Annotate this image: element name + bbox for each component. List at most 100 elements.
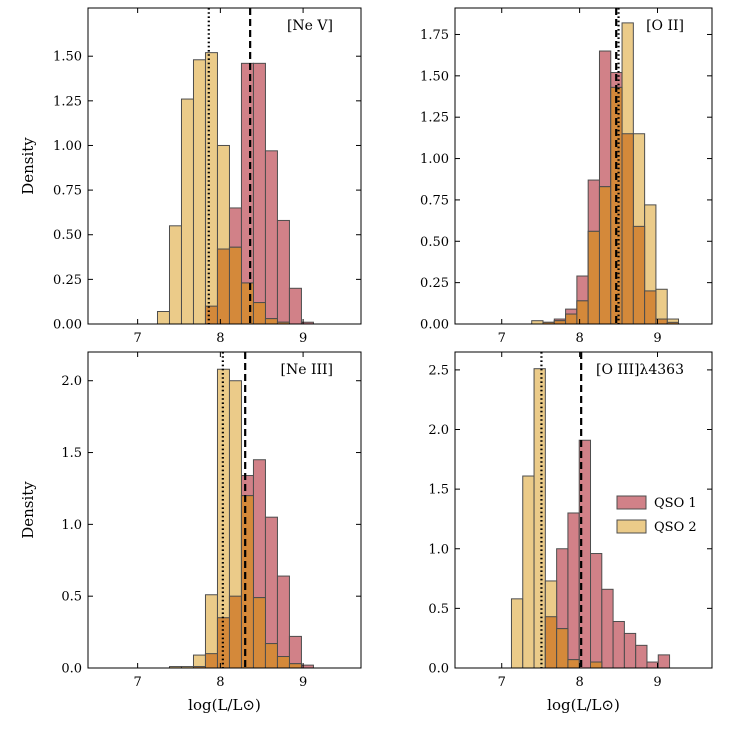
overlap-bar (644, 290, 657, 325)
overlap-bar (264, 318, 278, 325)
panel-title: [Ne III] (281, 362, 334, 378)
y-tick-label: 1.00 (53, 139, 82, 154)
qso2-bar (510, 598, 524, 669)
panel-4: 7 8 9 0.0 0.5 1.0 1.5 2.0 2.5 [O III]λ4363 log(L/L… (428, 351, 713, 714)
qso1-bar (276, 219, 290, 325)
y-tick-label: 0.5 (428, 602, 449, 617)
legend-swatch (616, 519, 647, 534)
qso1-bar (264, 150, 278, 325)
overlap-bar (632, 225, 646, 325)
qso2-bar (533, 368, 546, 669)
overlap-bar (576, 300, 589, 325)
x-tick-label: 9 (299, 331, 307, 346)
y-axis-label: Density (19, 137, 37, 195)
qso1-bar (288, 287, 302, 325)
panel-title: [O III]λ4363 (596, 362, 684, 378)
y-tick-label: 1.25 (420, 111, 449, 126)
x-tick-label: 9 (299, 675, 307, 690)
y-tick-label: 0.25 (53, 273, 82, 288)
overlap-bar (228, 595, 242, 669)
panel-1: 7 8 9 0.00 0.25 0.50 0.75 1.00 1.25 1.50 [Ne V] Den… (19, 7, 362, 346)
y-tick-label: 1.0 (428, 542, 449, 557)
qso1-bar (612, 620, 625, 669)
x-axis-label: log(L/L⊙) (188, 696, 261, 714)
qso2-bar (192, 59, 206, 325)
y-tick-label: 0.50 (53, 228, 82, 243)
x-tick-label: 7 (498, 675, 506, 690)
y-tick-label: 0.50 (420, 235, 449, 250)
overlap-bar (204, 653, 218, 669)
qso1-bar (276, 575, 290, 669)
overlap-bar (598, 186, 612, 325)
overlap-bar (565, 313, 578, 325)
overlap-bar (621, 133, 634, 325)
x-tick-label: 8 (216, 675, 224, 690)
x-tick-label: 7 (133, 675, 141, 690)
y-tick-label: 0.00 (53, 318, 82, 333)
legend: QSO 1 QSO 2 (616, 495, 697, 535)
overlap-bar (544, 616, 558, 669)
legend-label: QSO 1 (654, 496, 697, 511)
y-tick-label: 1.25 (53, 94, 82, 109)
y-axis-label: Density (19, 481, 37, 539)
overlap-bar (590, 661, 603, 669)
y-tick-label: 2.0 (61, 374, 82, 389)
panel-3: 7 8 9 0.0 0.5 1.0 1.5 2.0 [Ne III] Density log(L/L… (19, 351, 362, 714)
qso1-bar (635, 644, 648, 669)
y-tick-label: 1.0 (61, 518, 82, 533)
legend-swatch (616, 495, 647, 510)
x-tick-label: 9 (653, 331, 661, 346)
overlap-bar (252, 302, 266, 325)
qso2-bar (522, 475, 535, 669)
x-tick-label: 8 (216, 331, 224, 346)
x-tick-label: 8 (575, 675, 583, 690)
legend-label: QSO 2 (654, 520, 697, 535)
y-tick-label: 1.5 (61, 446, 82, 461)
plot-frame (454, 351, 713, 669)
overlap-bar (587, 230, 600, 325)
overlap-bar (240, 282, 254, 325)
y-tick-label: 1.5 (428, 483, 449, 498)
qso1-bar (567, 512, 580, 669)
y-tick-label: 1.75 (420, 28, 449, 43)
plot-frame (87, 351, 362, 669)
overlap-bar (567, 659, 580, 669)
y-tick-label: 0.00 (420, 318, 449, 333)
qso1-bar (657, 654, 671, 669)
qso1-bar (590, 553, 603, 669)
y-tick-label: 1.50 (53, 50, 82, 65)
panel-2: 7 8 9 0.00 0.25 0.50 0.75 1.00 1.25 1.50 1.75 [O II… (420, 7, 713, 346)
qso2-bar (156, 311, 170, 325)
y-tick-label: 0.75 (420, 193, 449, 208)
x-axis-label: log(L/L⊙) (547, 696, 620, 714)
y-tick-label: 0.0 (61, 662, 82, 677)
qso1-bar (646, 661, 659, 669)
qso1-bar (252, 62, 266, 325)
y-tick-label: 0.0 (428, 662, 449, 677)
overlap-bar (204, 305, 218, 325)
qso1-bar (601, 588, 614, 669)
x-tick-label: 8 (575, 331, 583, 346)
y-tick-label: 0.75 (53, 184, 82, 199)
overlap-bar (556, 628, 569, 669)
qso1-bar (623, 632, 637, 669)
overlap-bar (216, 248, 230, 325)
qso2-bar (168, 225, 182, 325)
plot-frame (87, 7, 362, 325)
overlap-bar (240, 495, 254, 669)
y-tick-label: 0.25 (420, 276, 449, 291)
overlap-bar (276, 656, 290, 669)
overlap-bar (264, 643, 278, 669)
plot-frame (454, 7, 713, 325)
panel-title: [Ne V] (287, 18, 333, 34)
x-tick-label: 7 (498, 331, 506, 346)
panel-title: [O II] (646, 18, 684, 34)
overlap-bar (228, 246, 242, 325)
x-tick-label: 9 (653, 675, 661, 690)
qso2-bar (204, 52, 218, 325)
overlap-bar (252, 597, 266, 669)
y-tick-label: 1.50 (420, 69, 449, 84)
overlap-bar (288, 663, 302, 669)
y-tick-label: 2.5 (428, 363, 449, 378)
